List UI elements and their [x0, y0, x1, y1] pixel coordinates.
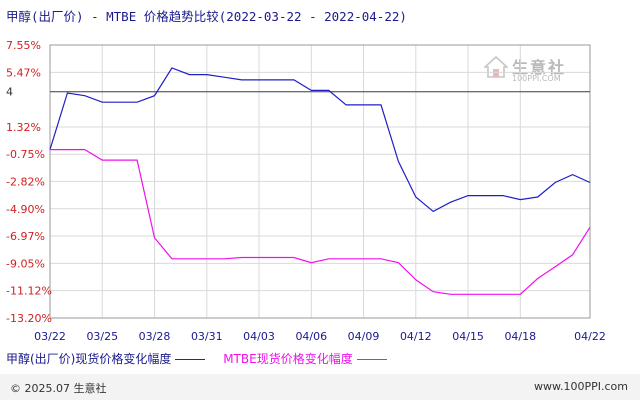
y-tick-label: -0.75% — [6, 148, 45, 161]
legend-label-mtbe: MTBE现货价格变化幅度 — [223, 352, 353, 366]
y-tick-label: -13.20% — [6, 312, 52, 325]
legend: 甲醇(出厂价)现货价格变化幅度 MTBE现货价格变化幅度 — [6, 350, 401, 367]
chart-title: 甲醇(出厂价) - MTBE 价格趋势比较(2022-03-22 - 2022-… — [6, 9, 407, 24]
house-logo-icon — [484, 56, 508, 78]
x-tick-label: 04/18 — [504, 330, 536, 343]
watermark-url: 100PPI.COM — [512, 74, 561, 83]
x-tick-label: 03/22 — [34, 330, 66, 343]
chart-canvas: 7.55% 5.47% 4 1.32% -0.75% -2.82% -4.90% -6.97%… — [6, 39, 606, 343]
y-tick-label: -11.12% — [6, 285, 52, 298]
x-tick-labels: 03/22 03/25 03/28 03/31 04/03 04/06 04/09 04/12… — [34, 330, 606, 343]
y-tick-label: 4 — [6, 86, 13, 99]
footer-bar: © 2025.07 生意社 www.100PPI.com — [0, 374, 640, 400]
copyright-text: © 2025.07 生意社 — [10, 382, 107, 395]
x-tick-label: 04/22 — [574, 330, 606, 343]
grid — [49, 44, 591, 319]
axes — [49, 44, 591, 319]
legend-label-methanol: 甲醇(出厂价)现货价格变化幅度 — [6, 352, 172, 366]
x-tick-label: 04/12 — [400, 330, 432, 343]
x-tick-label: 04/15 — [452, 330, 484, 343]
x-tick-label: 03/31 — [191, 330, 223, 343]
series-group — [49, 67, 591, 295]
x-tick-label: 04/09 — [348, 330, 380, 343]
x-tick-label: 04/06 — [295, 330, 327, 343]
series-line-mtbe — [50, 149, 591, 295]
legend-swatch-methanol — [175, 359, 206, 360]
legend-item-methanol: 甲醇(出厂价)现货价格变化幅度 — [6, 350, 206, 367]
y-tick-label: -2.82% — [6, 175, 45, 188]
x-tick-label: 03/25 — [86, 330, 118, 343]
site-url-link[interactable]: www.100PPI.com — [534, 380, 628, 393]
series-line-methanol — [49, 67, 591, 213]
y-tick-label: -6.97% — [6, 230, 45, 243]
plot-frame — [49, 44, 591, 319]
y-tick-labels: 7.55% 5.47% 4 1.32% -0.75% -2.82% -4.90% -6.97%… — [6, 39, 52, 325]
legend-swatch-mtbe — [356, 359, 387, 360]
y-tick-label: 5.47% — [6, 66, 41, 79]
legend-item-mtbe: MTBE现货价格变化幅度 — [223, 350, 387, 367]
x-tick-label: 03/28 — [139, 330, 171, 343]
y-tick-label: 1.32% — [6, 121, 41, 134]
y-tick-label: -9.05% — [6, 257, 45, 270]
y-tick-label: -4.90% — [6, 203, 45, 216]
x-tick-label: 04/03 — [243, 330, 275, 343]
y-tick-label: 7.55% — [6, 39, 41, 52]
